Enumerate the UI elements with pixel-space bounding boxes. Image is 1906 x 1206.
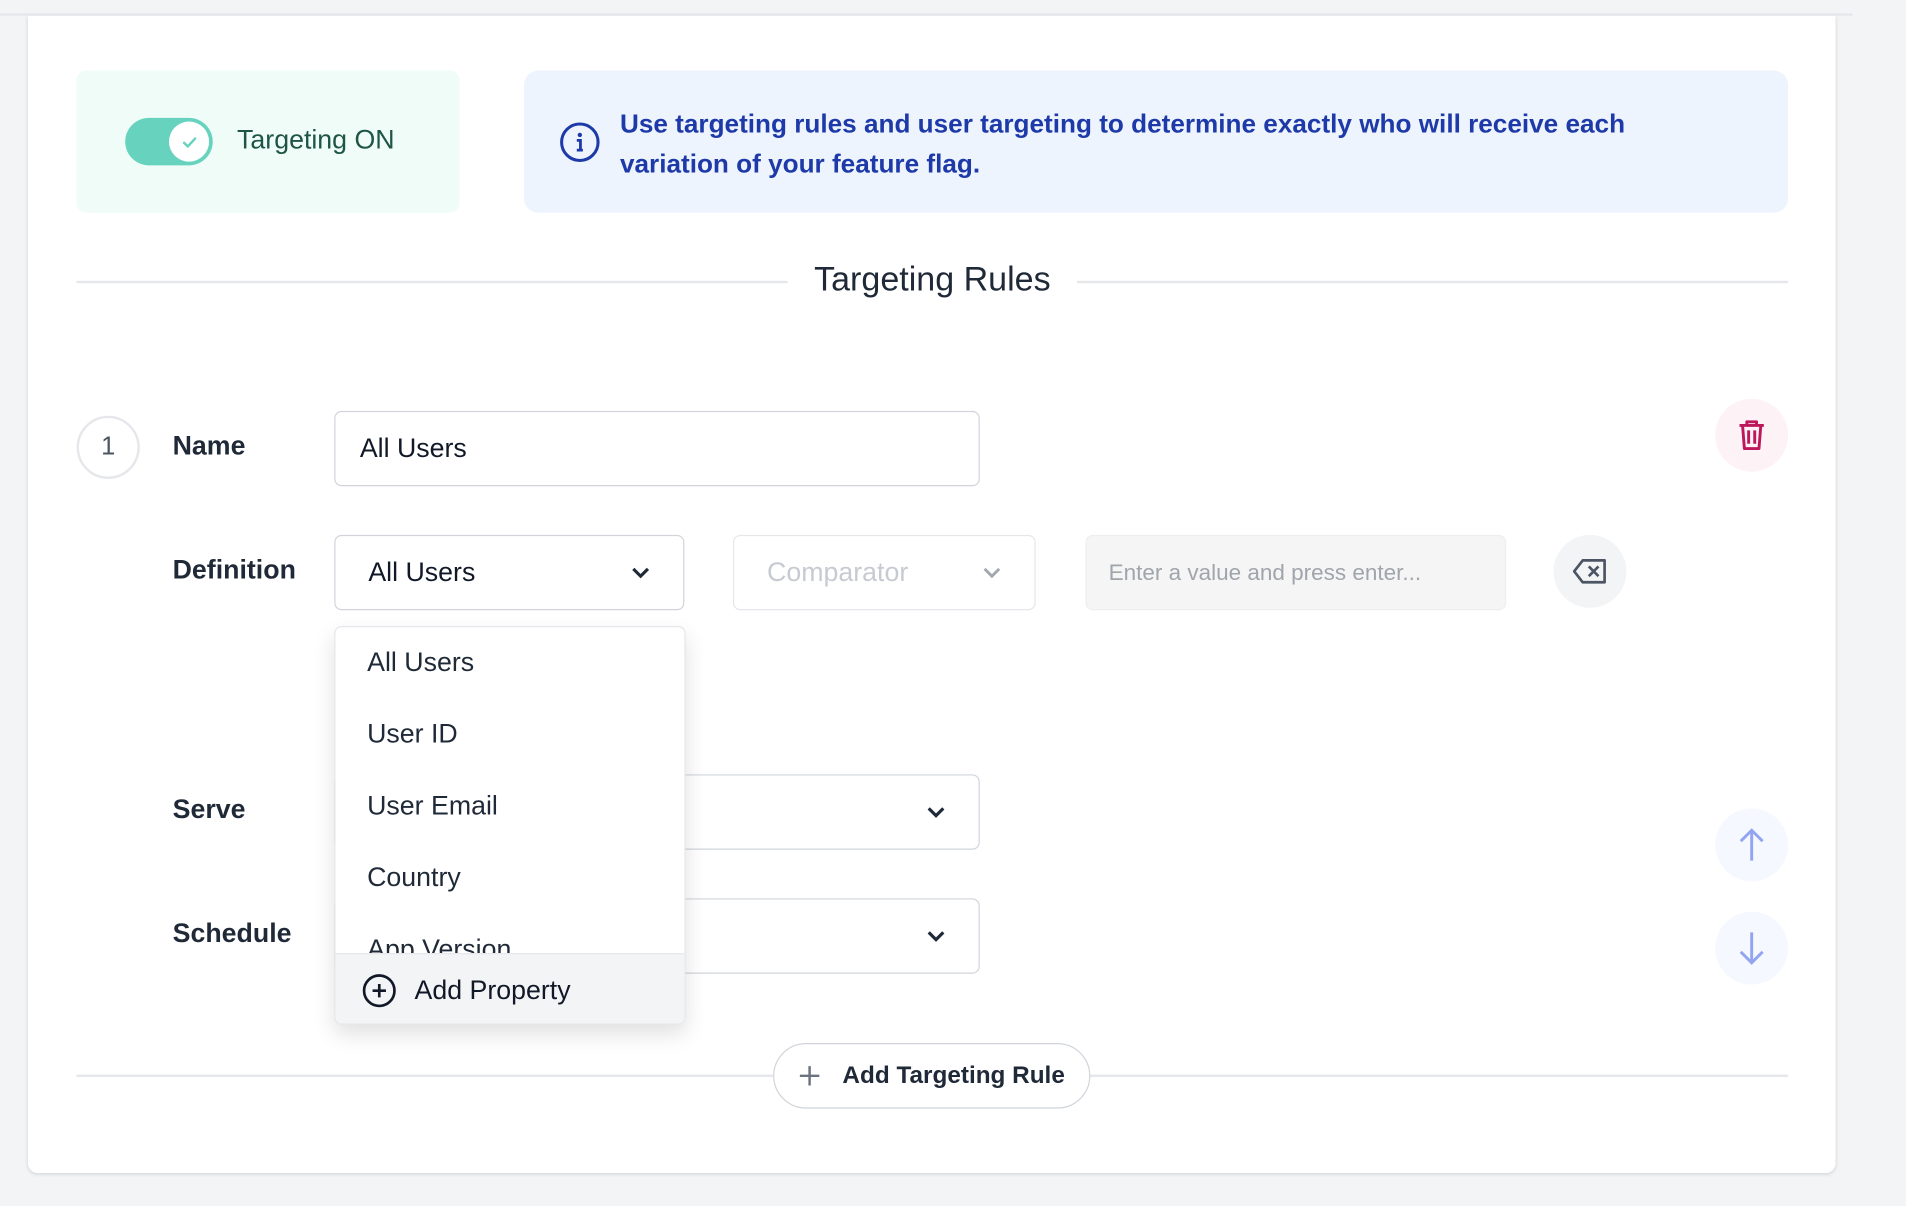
chevron-down-icon: [927, 807, 945, 818]
name-label: Name: [172, 430, 246, 461]
definition-dropdown-menu: All Users User ID User Email Country App…: [334, 626, 686, 1025]
section-divider-right: [1077, 280, 1789, 284]
schedule-label: Schedule: [172, 917, 292, 949]
arrow-up-icon: [1739, 828, 1764, 861]
clear-values-button[interactable]: [1553, 534, 1627, 608]
top-divider: [0, 13, 1853, 16]
definition-select[interactable]: All Users: [334, 534, 685, 611]
add-property-button[interactable]: Add Property: [335, 953, 685, 1024]
chevron-down-icon: [983, 567, 1001, 579]
rule-name-value: All Users: [359, 432, 467, 464]
add-property-label: Add Property: [414, 974, 571, 1006]
comparator-placeholder: Comparator: [767, 556, 909, 588]
info-icon: [560, 122, 600, 162]
add-targeting-rule-button[interactable]: Add Targeting Rule: [773, 1042, 1091, 1109]
dropdown-options[interactable]: All Users User ID User Email Country App…: [336, 627, 685, 953]
dropdown-option-country[interactable]: Country: [367, 861, 461, 893]
info-banner-text: Use targeting rules and user targeting t…: [619, 109, 1626, 179]
value-input[interactable]: Enter a value and press enter...: [1085, 534, 1507, 611]
rule-number: 1: [76, 415, 140, 479]
dropdown-option-user-id[interactable]: User ID: [367, 718, 458, 749]
value-input-placeholder: Enter a value and press enter...: [1108, 559, 1422, 585]
chevron-down-icon: [927, 931, 945, 942]
dropdown-option-all-users[interactable]: All Users: [367, 646, 475, 678]
definition-label: Definition: [172, 554, 296, 585]
arrow-down-icon: [1739, 932, 1764, 965]
toggle-knob: [168, 121, 210, 162]
check-icon: [182, 136, 196, 148]
plus-circle-icon: [362, 974, 396, 1008]
chevron-down-icon: [632, 567, 650, 579]
definition-select-value: All Users: [368, 556, 476, 588]
backspace-icon: [1572, 559, 1606, 584]
move-rule-down-button[interactable]: [1715, 911, 1789, 985]
rule-name-input[interactable]: All Users: [334, 410, 980, 487]
move-rule-up-button[interactable]: [1715, 808, 1789, 882]
plus-icon: [799, 1066, 820, 1086]
targeting-toggle-label: Targeting ON: [237, 123, 395, 155]
targeting-toggle[interactable]: [125, 117, 213, 166]
info-banner: [523, 70, 1789, 213]
section-divider-left: [76, 280, 788, 284]
comparator-select[interactable]: Comparator: [733, 534, 1036, 611]
add-targeting-rule-label: Add Targeting Rule: [842, 1061, 1065, 1089]
serve-label: Serve: [172, 793, 246, 825]
delete-rule-button[interactable]: [1715, 398, 1789, 472]
section-title: Targeting Rules: [814, 260, 1051, 298]
dropdown-option-app-version[interactable]: App Version: [367, 933, 512, 954]
dropdown-option-user-email[interactable]: User Email: [367, 790, 498, 821]
trash-icon: [1739, 420, 1764, 451]
